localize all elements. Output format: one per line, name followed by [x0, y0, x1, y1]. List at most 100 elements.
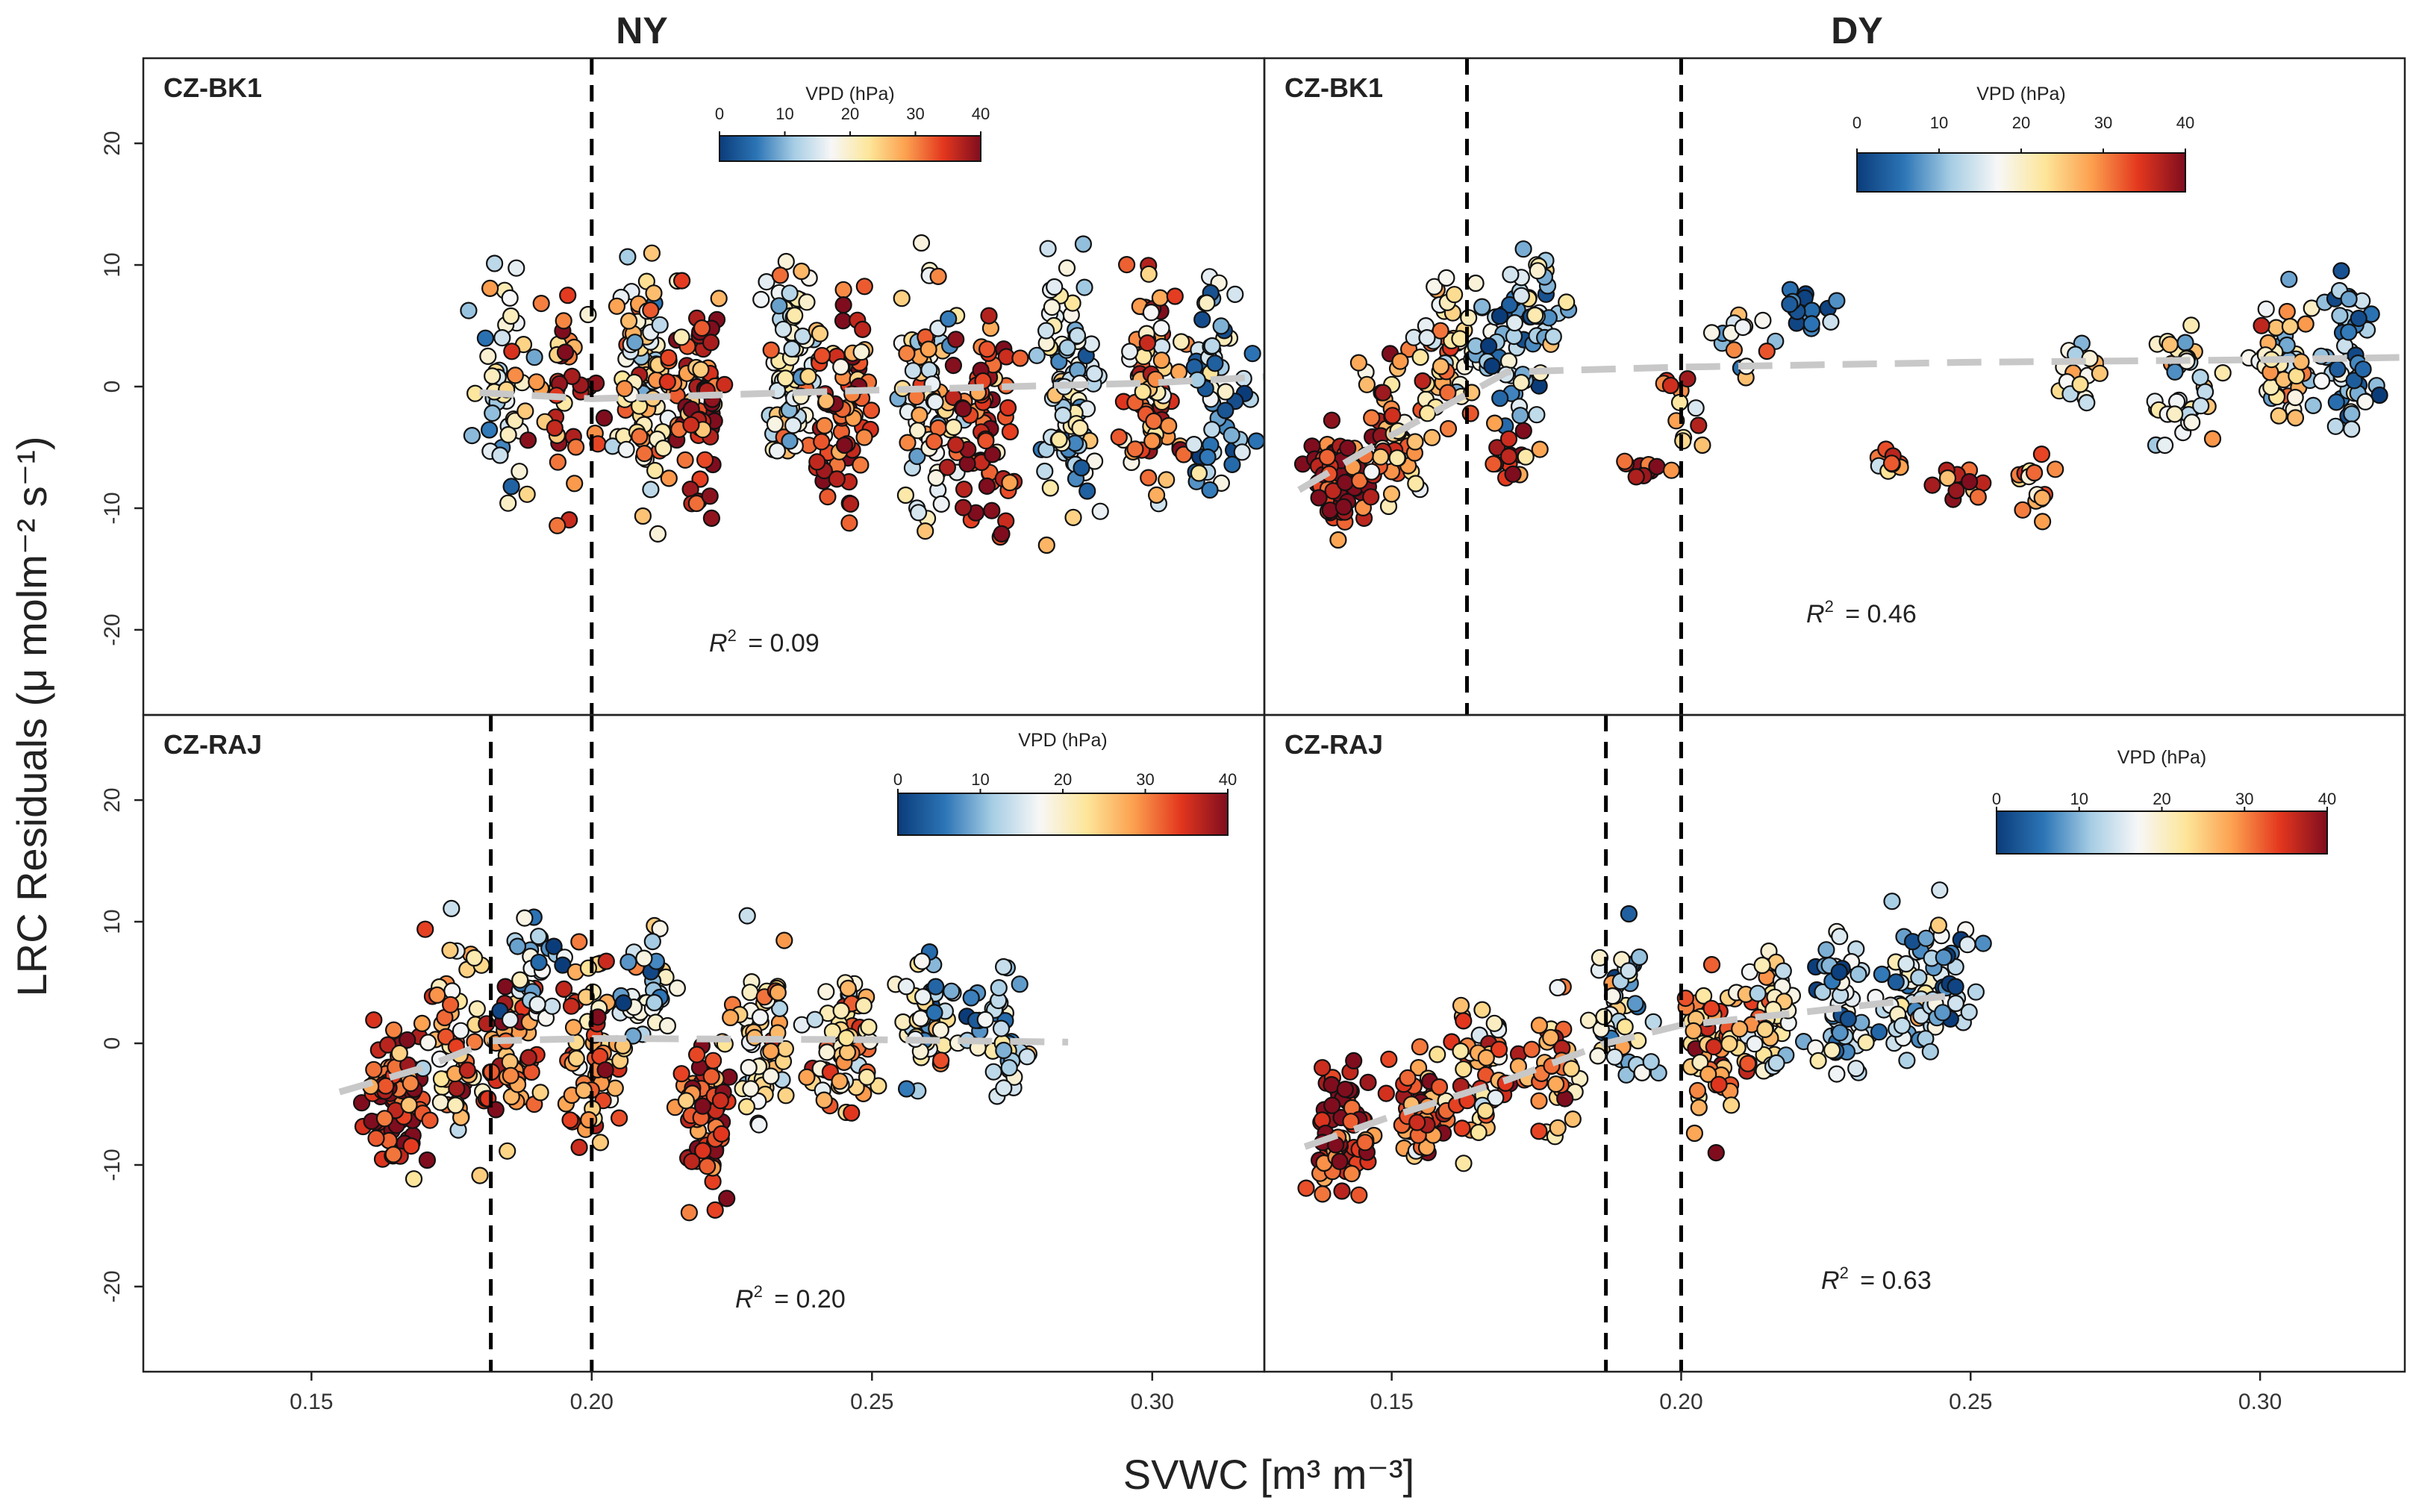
data-point [943, 982, 961, 1000]
data-point [405, 1170, 423, 1188]
data-point [1710, 1075, 1728, 1093]
data-point [1170, 363, 1188, 381]
data-point [1151, 289, 1170, 307]
data-point [1140, 265, 1158, 283]
data-point [2340, 323, 2358, 341]
r-squared-label: R2 = 0.20 [735, 1282, 846, 1313]
data-point [1058, 339, 1076, 357]
data-point [1408, 1113, 1426, 1131]
data-point [687, 494, 705, 513]
data-point [1499, 430, 1518, 448]
data-point [893, 290, 911, 307]
data-point [1043, 299, 1061, 316]
data-point [1967, 983, 1985, 1001]
data-point [566, 475, 584, 493]
data-point [742, 1080, 760, 1098]
data-point [660, 349, 678, 366]
colorbar-gradient [719, 135, 981, 162]
data-point [1530, 1092, 1548, 1110]
data-point [506, 366, 525, 384]
data-point [2286, 388, 2304, 407]
data-point [852, 456, 870, 474]
data-point [1473, 298, 1491, 316]
data-point [834, 312, 852, 330]
data-point [1633, 1063, 1651, 1082]
data-point [2281, 317, 2299, 336]
data-point [2327, 393, 2345, 411]
data-point [1490, 1040, 1508, 1058]
data-point [1873, 965, 1891, 984]
x-tick-label: 0.15 [1370, 1390, 1413, 1414]
data-point [1079, 482, 1096, 500]
data-point [2343, 420, 2361, 438]
data-point [693, 319, 711, 337]
data-point [2091, 364, 2108, 382]
data-point [2331, 307, 2349, 325]
data-point [1331, 1152, 1349, 1170]
data-point [556, 343, 575, 361]
data-point [704, 1052, 722, 1069]
data-point [1679, 370, 1696, 388]
data-point [463, 426, 481, 445]
points [1293, 240, 2388, 549]
data-point [645, 284, 663, 302]
data-point [1085, 365, 1103, 383]
data-point [1589, 1047, 1607, 1065]
data-point [655, 439, 672, 457]
data-point [1333, 1182, 1351, 1200]
data-point [1046, 278, 1064, 296]
data-point [502, 478, 520, 496]
data-point [777, 1087, 795, 1105]
data-point [1028, 346, 1046, 364]
data-point [596, 1061, 614, 1079]
data-point [1314, 1185, 1332, 1203]
data-point [751, 1008, 770, 1026]
data-point [931, 1021, 949, 1039]
data-point [1158, 471, 1176, 489]
data-point [932, 1052, 950, 1069]
data-point [1126, 440, 1144, 458]
data-point [1542, 1028, 1560, 1046]
data-point [508, 259, 525, 277]
data-point [2034, 513, 2052, 531]
data-point [668, 979, 687, 997]
data-point [1479, 337, 1498, 355]
data-point [1206, 354, 1224, 372]
data-point [1359, 1073, 1377, 1092]
data-point [841, 495, 860, 513]
data-point [1335, 498, 1352, 516]
data-point [1247, 432, 1264, 450]
data-point [1172, 333, 1190, 351]
x-tick-label: 0.15 [290, 1390, 333, 1414]
data-point [926, 393, 944, 411]
r-squared-label: R2 = 0.09 [709, 626, 820, 657]
data-point [711, 1092, 730, 1110]
data-point [570, 933, 588, 951]
data-point [555, 312, 572, 330]
fit-line [338, 1034, 1069, 1096]
data-point [1695, 987, 1713, 1005]
column-title-ny: NY [616, 10, 667, 51]
data-point [817, 983, 835, 1001]
r-squared-label: R2 = 0.63 [1821, 1263, 1932, 1295]
data-point [1705, 1037, 1723, 1056]
data-point [441, 941, 459, 959]
data-point [1203, 337, 1221, 355]
data-point [1399, 1069, 1417, 1087]
data-point [894, 1013, 912, 1031]
data-point [511, 971, 529, 989]
data-point [775, 931, 793, 949]
data-point [1429, 1046, 1446, 1063]
data-point [2203, 430, 2222, 448]
data-point [1362, 488, 1380, 506]
data-point [2032, 445, 2050, 463]
data-point [1445, 286, 1464, 304]
data-point [840, 514, 858, 532]
data-point [1746, 1035, 1764, 1053]
data-point [683, 1152, 701, 1170]
data-point [566, 438, 585, 456]
data-point [1511, 407, 1529, 425]
data-point [798, 1068, 816, 1086]
data-point [1627, 468, 1645, 486]
